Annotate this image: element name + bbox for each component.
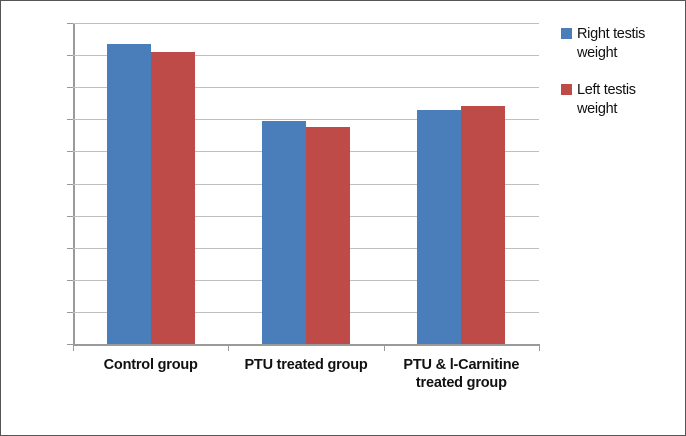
bar [306, 127, 350, 344]
bar [262, 120, 306, 344]
y-tick-mark-2 [67, 23, 73, 24]
y-tick-mark-0.6 [67, 247, 73, 249]
gridline-1.4 [73, 119, 539, 121]
x-tick-mark [539, 344, 540, 351]
bar [417, 109, 462, 344]
legend-swatch-icon [561, 83, 572, 95]
y-tick-mark-0.4 [67, 279, 73, 281]
y-tick-mark-0.8 [67, 215, 73, 217]
legend-label: Left testis weight [577, 81, 636, 117]
y-tick-mark-0.2 [67, 311, 73, 313]
y-tick-mark-1.4 [67, 119, 73, 121]
x-axis-category-label: Control group [103, 357, 198, 373]
legend-label: Right testis weight [577, 26, 646, 61]
gridline-1.8 [73, 55, 539, 57]
y-tick-mark-1 [67, 183, 73, 185]
y-tick-mark-1.8 [67, 55, 73, 57]
y-tick-mark-0 [67, 344, 73, 345]
x-tick-mark [383, 344, 385, 351]
bar [461, 106, 506, 344]
legend-item: Right testis weight [561, 25, 679, 63]
bar [106, 43, 151, 344]
chart-legend: Right testis weight Left testis weight [561, 25, 679, 136]
gridline-0 [73, 344, 539, 346]
plot-area: 00.20.40.60.811.21.41.61.82 [67, 23, 540, 351]
gridline-2 [73, 23, 539, 24]
y-tick-mark-1.2 [67, 151, 73, 153]
x-axis-category-label: PTU & l-Carnitine treated group [403, 357, 520, 391]
legend-item: Left testis weight [561, 81, 679, 119]
legend-swatch-icon [561, 28, 572, 39]
gridline-1.6 [73, 87, 539, 89]
x-axis-category-label: PTU treated group [244, 357, 368, 373]
y-tick-mark-1.6 [67, 87, 73, 89]
bar [150, 51, 195, 344]
x-tick-mark [73, 344, 74, 351]
x-tick-mark [228, 344, 230, 351]
